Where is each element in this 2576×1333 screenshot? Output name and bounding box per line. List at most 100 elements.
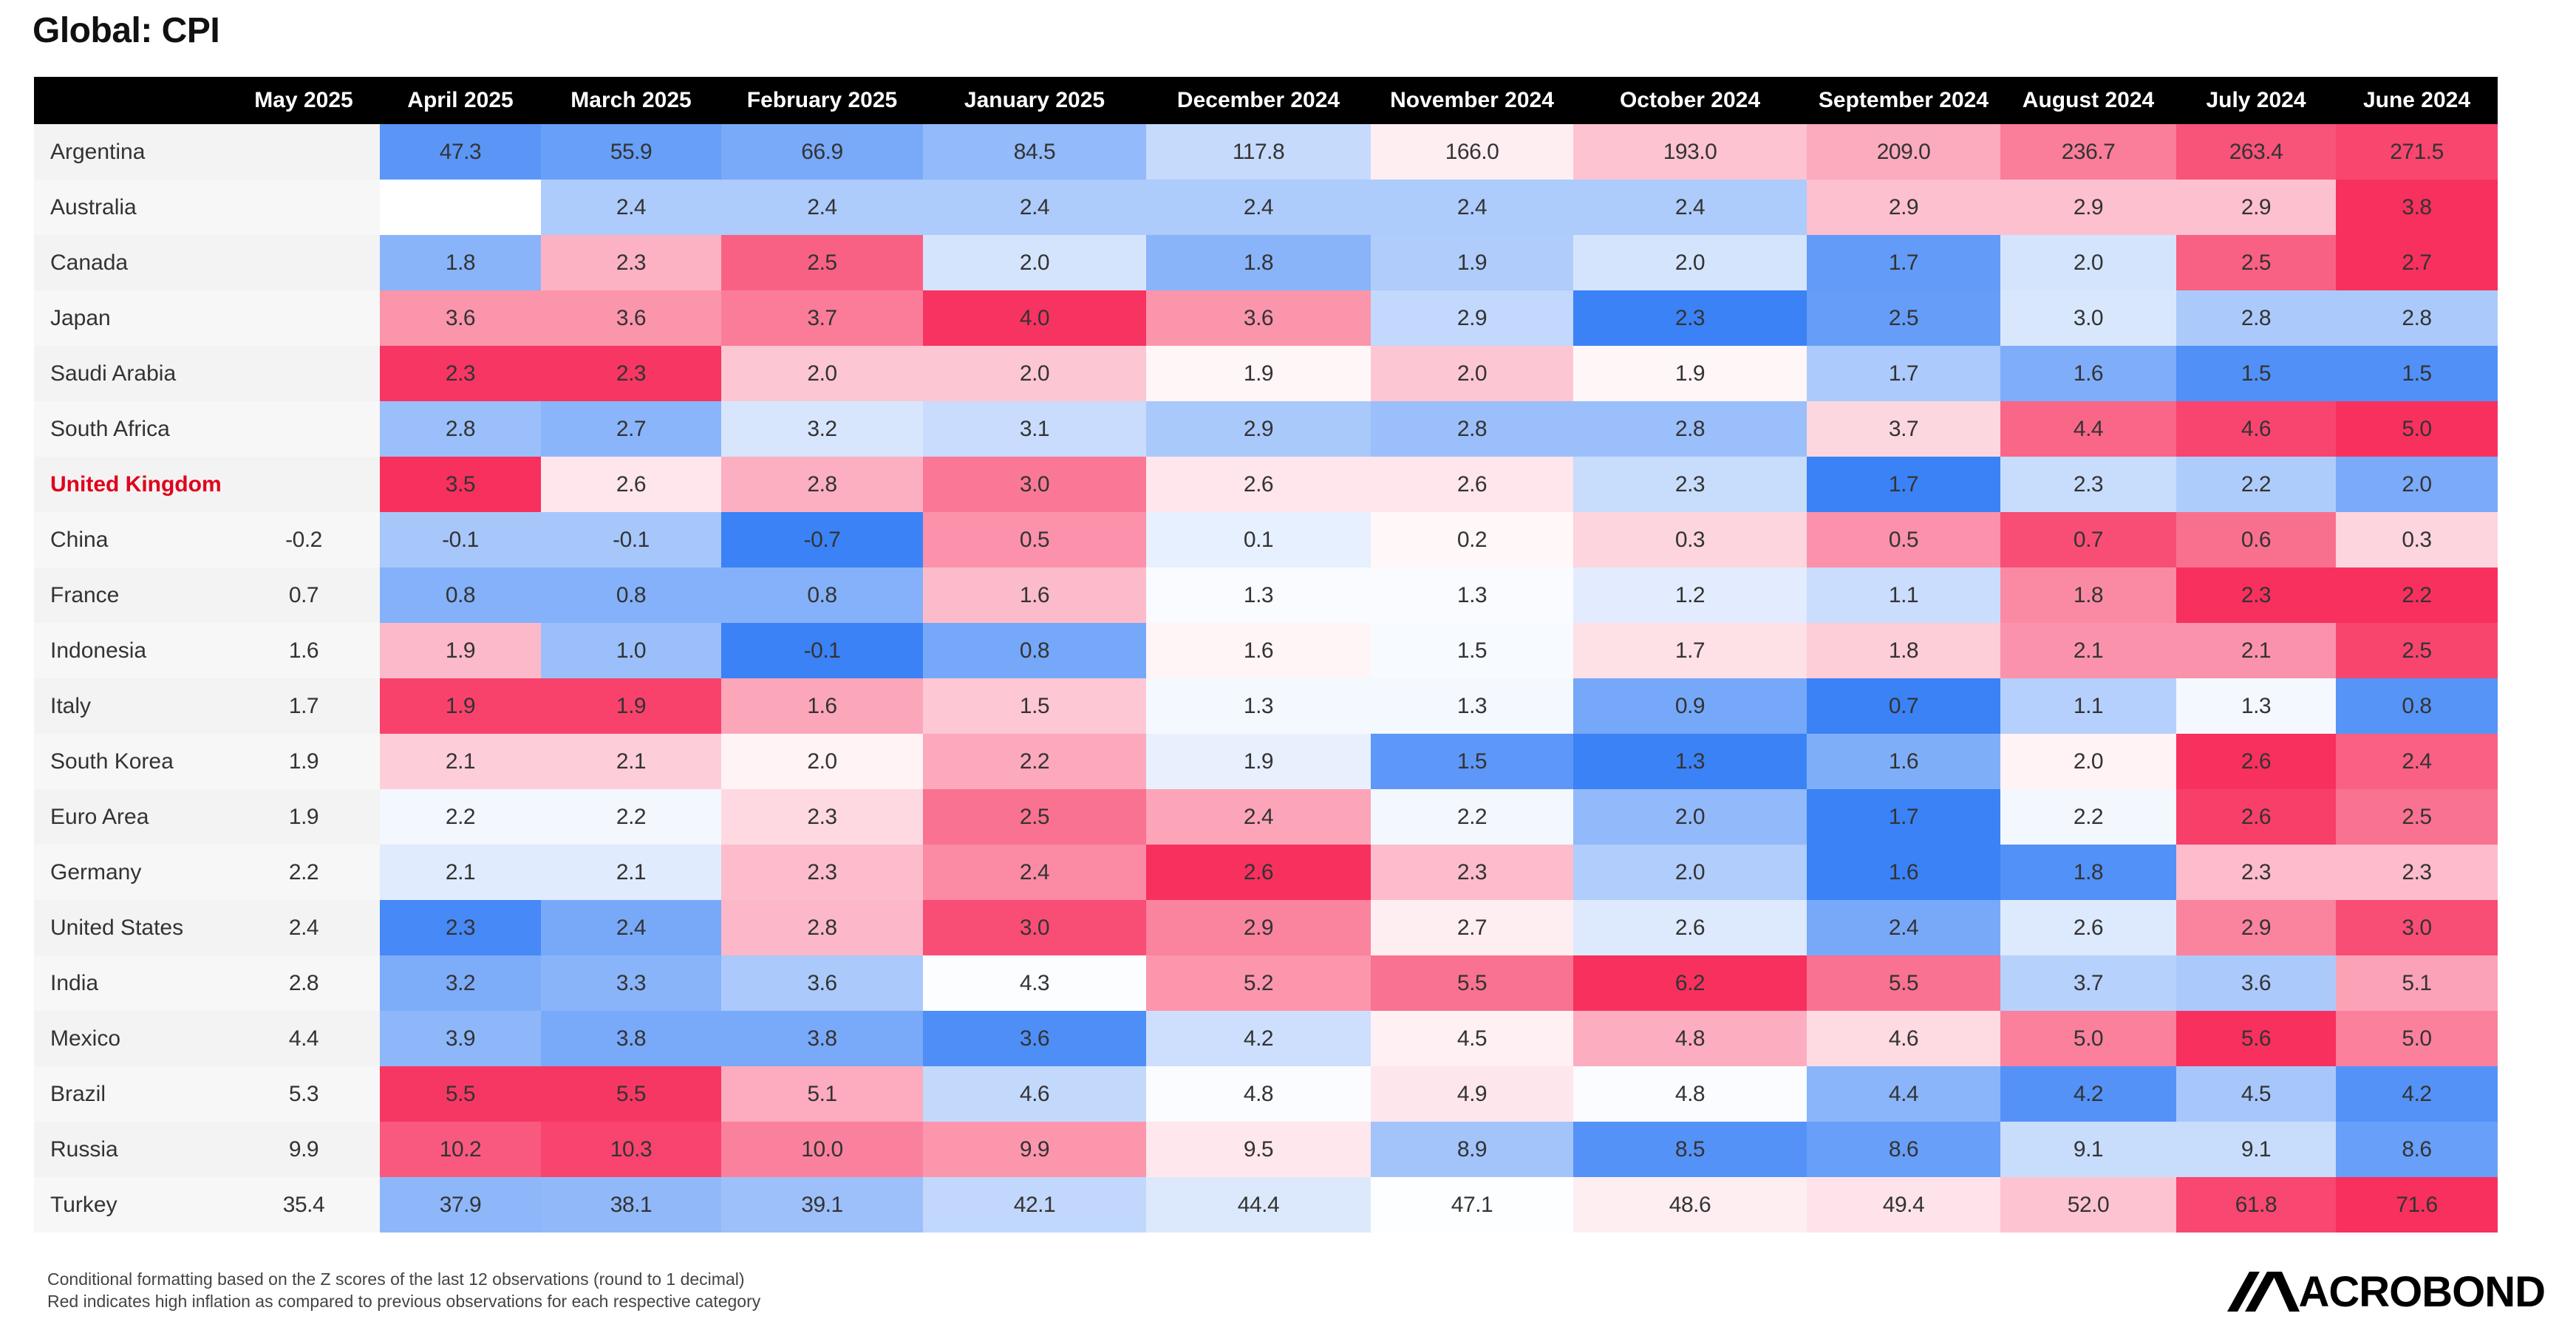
heat-cell: -0.1 [380,512,541,567]
heat-cell: -0.7 [721,512,923,567]
heat-cell: 1.5 [1371,734,1573,789]
heat-cell: 3.6 [380,290,541,346]
heat-cell: 2.4 [1573,180,1807,235]
heat-cell: 2.2 [380,789,541,845]
heat-cell: 3.0 [923,457,1146,512]
heat-cell: 3.8 [2336,180,2498,235]
heat-cell: 4.2 [2000,1066,2176,1122]
heat-cell: 0.5 [1807,512,2000,567]
heat-cell: 2.2 [923,734,1146,789]
row-label: Turkey [34,1177,228,1233]
heat-cell: 39.1 [721,1177,923,1233]
heat-cell: 2.0 [923,235,1146,290]
heat-cell: 1.8 [1146,235,1371,290]
heat-cell: 2.4 [1371,180,1573,235]
heat-cell: 1.3 [1371,678,1573,734]
heat-cell: 3.0 [2000,290,2176,346]
heat-cell: 2.9 [1807,180,2000,235]
table-row: Saudi Arabia 2.3 2.3 2.0 2.0 1.9 2.0 1.9 1.7 1.6 1… [34,346,2498,401]
column-header: September 2024 [1807,77,2000,124]
table-row: Indonesia 1.6 1.9 1.0 -0.1 0.8 1.6 1.5 1.7 1.8 2.1… [34,623,2498,678]
heat-cell: 2.6 [1371,457,1573,512]
heat-cell: 2.4 [923,845,1146,900]
heat-cell: 2.8 [2176,290,2336,346]
heat-cell: 38.1 [541,1177,721,1233]
heat-cell: 0.6 [2176,512,2336,567]
heat-cell: 0.8 [380,567,541,623]
heat-cell: 2.3 [2336,845,2498,900]
heat-cell: 1.3 [1371,567,1573,623]
heat-cell: 2.3 [380,900,541,955]
table-row: Mexico 4.4 3.9 3.8 3.8 3.6 4.2 4.5 4.8 4.6 5.0 5.6 5… [34,1011,2498,1066]
heat-cell: 2.4 [1146,180,1371,235]
heat-cell: 3.6 [541,290,721,346]
heat-cell: 2.8 [228,955,380,1011]
heat-cell: 3.0 [2336,900,2498,955]
row-label: South Korea [34,734,228,789]
heat-cell: 3.8 [541,1011,721,1066]
heat-cell: 35.4 [228,1177,380,1233]
heat-cell: 117.8 [1146,124,1371,180]
heat-cell: 2.1 [380,734,541,789]
heat-cell: 2.9 [1146,900,1371,955]
row-label: Indonesia [34,623,228,678]
heat-cell: 2.3 [2000,457,2176,512]
row-label: Canada [34,235,228,290]
heat-cell [228,401,380,457]
heat-cell: 4.9 [1371,1066,1573,1122]
heat-cell: 4.0 [923,290,1146,346]
heat-cell: 1.9 [380,678,541,734]
heat-cell: 1.6 [228,623,380,678]
heat-cell: 2.3 [2176,567,2336,623]
table-row: Japan 3.6 3.6 3.7 4.0 3.6 2.9 2.3 2.5 3.0 2.8 2.8 [34,290,2498,346]
column-header: October 2024 [1573,77,1807,124]
table-row: Canada 1.8 2.3 2.5 2.0 1.8 1.9 2.0 1.7 2.0 2.5 2.7 [34,235,2498,290]
heat-cell: 1.8 [2000,567,2176,623]
row-label: Russia [34,1122,228,1177]
heat-cell: 1.9 [1146,734,1371,789]
table-row: Australia 2.4 2.4 2.4 2.4 2.4 2.4 2.9 2.9 2.9 3.8 [34,180,2498,235]
heat-cell: 5.3 [228,1066,380,1122]
heat-cell [380,180,541,235]
heat-cell: 2.9 [2176,900,2336,955]
column-header: May 2025 [228,77,380,124]
heat-cell: 1.7 [228,678,380,734]
heat-cell: 3.5 [380,457,541,512]
row-label: Euro Area [34,789,228,845]
heat-cell: 4.6 [2176,401,2336,457]
heat-cell: 2.0 [2000,235,2176,290]
heat-cell: 0.3 [1573,512,1807,567]
heat-cell: 1.3 [1573,734,1807,789]
heat-cell: 3.9 [380,1011,541,1066]
heat-cell: 3.6 [2176,955,2336,1011]
column-header: April 2025 [380,77,541,124]
heat-cell: 3.6 [923,1011,1146,1066]
heat-cell: 5.1 [2336,955,2498,1011]
heat-cell: 2.9 [1146,401,1371,457]
row-label: Australia [34,180,228,235]
header-row: May 2025 April 2025 March 2025 February 202… [34,77,2498,124]
heat-cell: 4.4 [2000,401,2176,457]
heat-cell: 2.1 [2176,623,2336,678]
heat-cell: 71.6 [2336,1177,2498,1233]
heat-cell: 0.3 [2336,512,2498,567]
heat-cell: 2.2 [541,789,721,845]
footnote: Conditional formatting based on the Z sc… [47,1268,760,1312]
footnote-line: Conditional formatting based on the Z sc… [47,1269,745,1289]
heat-cell: 2.7 [2336,235,2498,290]
heat-cell: 1.9 [228,734,380,789]
heat-cell: 8.6 [2336,1122,2498,1177]
heat-cell: 2.0 [1371,346,1573,401]
column-header: February 2025 [721,77,923,124]
heat-cell: 166.0 [1371,124,1573,180]
row-label: Argentina [34,124,228,180]
heat-cell: 48.6 [1573,1177,1807,1233]
column-header: December 2024 [1146,77,1371,124]
heat-cell: 1.6 [1807,845,2000,900]
heat-cell: 8.5 [1573,1122,1807,1177]
table-row: Italy 1.7 1.9 1.9 1.6 1.5 1.3 1.3 0.9 0.7 1.1 1.3 0.… [34,678,2498,734]
heat-cell: 4.3 [923,955,1146,1011]
heat-cell: 2.4 [2336,734,2498,789]
heat-cell: 42.1 [923,1177,1146,1233]
heat-cell [228,457,380,512]
